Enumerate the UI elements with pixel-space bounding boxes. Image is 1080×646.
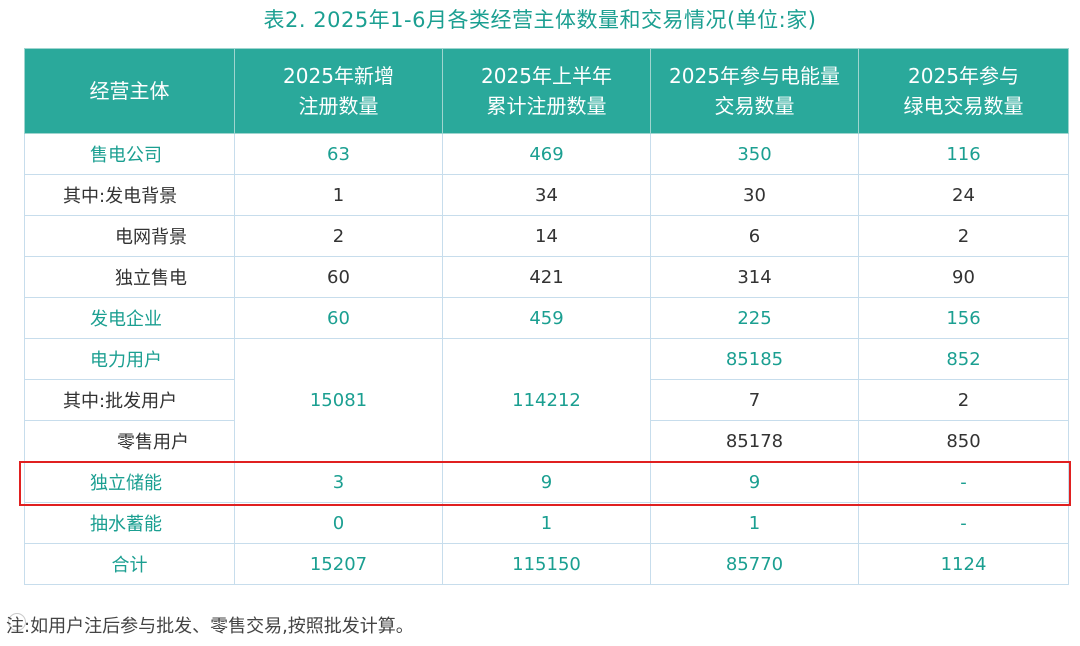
header-entity: 经营主体 (24, 48, 235, 134)
row-label: 电网背景 (24, 215, 235, 257)
cell-new: 63 (234, 133, 443, 175)
cell-energy: 350 (650, 133, 859, 175)
cell-new: 2 (234, 215, 443, 257)
cell-energy: 30 (650, 174, 859, 216)
cell-green: 2 (858, 215, 1069, 257)
table-row: 零售用户 85178 850 (24, 420, 1069, 462)
watermark-logo-icon (8, 613, 26, 631)
header-new-registrations: 2025年新增 注册数量 (234, 48, 443, 134)
row-label: 独立储能 (24, 461, 235, 503)
cell-green: 1124 (858, 543, 1069, 585)
cell-cumulative: 421 (442, 256, 651, 298)
cell-new: 60 (234, 297, 443, 339)
table-row: 独立售电 60 421 314 90 (24, 256, 1069, 298)
row-label: 其中:发电背景 (24, 174, 235, 216)
market-entities-table: 经营主体 2025年新增 注册数量 2025年上半年 累计注册数量 2025年参与电… (24, 48, 1069, 585)
cell-cumulative: 34 (442, 174, 651, 216)
cell-green: - (858, 502, 1069, 544)
row-label: 电力用户 (24, 338, 235, 380)
row-label: 售电公司 (24, 133, 235, 175)
cell-green: 90 (858, 256, 1069, 298)
table-row: 独立储能 3 9 9 - (24, 461, 1069, 503)
table-row: 售电公司 63 469 350 116 (24, 133, 1069, 175)
cell-green: - (858, 461, 1069, 503)
table-row: 电力用户 15081 114212 85185 852 (24, 338, 1069, 462)
header-green-trading: 2025年参与 绿电交易数量 (858, 48, 1069, 134)
cell-green: 2 (858, 379, 1069, 421)
cell-new: 60 (234, 256, 443, 298)
cell-cumulative: 14 (442, 215, 651, 257)
footnote: 注:如用户注后参与批发、零售交易,按照批发计算。 (6, 616, 414, 637)
cell-new: 0 (234, 502, 443, 544)
row-label: 发电企业 (24, 297, 235, 339)
table-caption: 表2. 2025年1-6月各类经营主体数量和交易情况(单位:家) (263, 8, 817, 32)
cell-energy: 85770 (650, 543, 859, 585)
highlight-box (19, 461, 1071, 506)
cell-energy: 1 (650, 502, 859, 544)
table-row: 其中:批发用户 7 2 (24, 379, 1069, 421)
cell-green: 24 (858, 174, 1069, 216)
row-label: 独立售电 (24, 256, 235, 298)
table-row: 电网背景 2 14 6 2 (24, 215, 1069, 257)
cell-cumulative: 114212 (442, 338, 651, 462)
table-row: 其中:发电背景 1 34 30 24 (24, 174, 1069, 216)
row-label: 合计 (24, 543, 235, 585)
header-energy-trading: 2025年参与电能量 交易数量 (650, 48, 859, 134)
row-label: 抽水蓄能 (24, 502, 235, 544)
header-cumulative-registrations: 2025年上半年 累计注册数量 (442, 48, 651, 134)
cell-green: 156 (858, 297, 1069, 339)
cell-energy: 85185 (650, 338, 859, 380)
cell-energy: 314 (650, 256, 859, 298)
cell-green: 850 (858, 420, 1069, 462)
cell-new: 15207 (234, 543, 443, 585)
cell-green: 116 (858, 133, 1069, 175)
cell-energy: 225 (650, 297, 859, 339)
row-label: 其中:批发用户 (24, 379, 235, 421)
cell-new: 1 (234, 174, 443, 216)
table-total-row: 合计 15207 115150 85770 1124 (24, 543, 1069, 585)
cell-energy: 6 (650, 215, 859, 257)
table-row: 抽水蓄能 0 1 1 - (24, 502, 1069, 544)
cell-new: 15081 (234, 338, 443, 462)
cell-energy: 85178 (650, 420, 859, 462)
row-label: 零售用户 (24, 420, 235, 462)
table-row: 发电企业 60 459 225 156 (24, 297, 1069, 339)
cell-cumulative: 469 (442, 133, 651, 175)
table-header-row: 经营主体 2025年新增 注册数量 2025年上半年 累计注册数量 2025年参与电… (24, 48, 1069, 134)
cell-cumulative: 1 (442, 502, 651, 544)
cell-green: 852 (858, 338, 1069, 380)
cell-cumulative: 115150 (442, 543, 651, 585)
cell-cumulative: 459 (442, 297, 651, 339)
cell-energy: 7 (650, 379, 859, 421)
